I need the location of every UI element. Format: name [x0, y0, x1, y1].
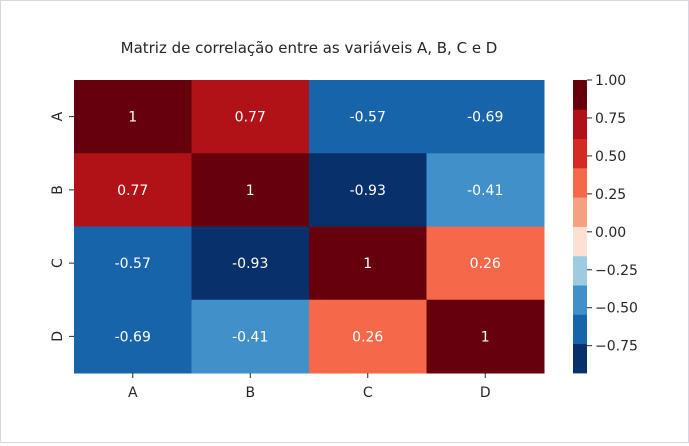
- cell-label: 1: [128, 110, 137, 126]
- x-tick-label: A: [128, 385, 138, 401]
- colorbar-segment: [573, 285, 587, 315]
- cell-label: -0.57: [350, 110, 386, 126]
- cell-label: -0.93: [232, 256, 268, 272]
- colorbar-segment: [573, 80, 587, 110]
- y-tick-label: A: [50, 111, 66, 121]
- y-axis-ticks: A B C D: [50, 111, 74, 342]
- colorbar-segment: [573, 138, 587, 169]
- colorbar-segment: [573, 226, 587, 257]
- heatmap-cell: [309, 299, 427, 374]
- colorbar-tick-label: −0.75: [595, 339, 638, 355]
- cell-label: -0.69: [115, 329, 151, 345]
- heatmap-cells: 1 0.77 -0.57 -0.69 0.77 1 -0.93 -0.41 -0.57 -0.93…: [74, 80, 545, 374]
- colorbar-tick-label: 0.75: [595, 111, 626, 127]
- heatmap-cell: [426, 80, 545, 154]
- cell-label: -0.41: [467, 183, 503, 199]
- heatmap-cell: [191, 153, 310, 227]
- cell-label: 1: [481, 329, 490, 345]
- colorbar-segment: [573, 167, 587, 198]
- x-tick-label: C: [363, 385, 373, 401]
- cell-label: -0.57: [115, 256, 151, 272]
- y-tick-label: C: [50, 258, 66, 268]
- cell-label: 1: [246, 183, 255, 199]
- heatmap-cell: [309, 226, 427, 301]
- cell-label: 0.26: [470, 256, 501, 272]
- heatmap-cell: [74, 80, 192, 154]
- colorbar-segment: [573, 197, 587, 227]
- x-axis-ticks: A B C D: [128, 373, 491, 401]
- x-tick-label: B: [245, 385, 255, 401]
- heatmap-cell: [191, 226, 310, 301]
- colorbar-tick-label: 0.25: [595, 187, 626, 203]
- cell-label: -0.69: [467, 110, 503, 126]
- heatmap-cell: [309, 153, 427, 227]
- heatmap-cell: [309, 80, 427, 154]
- colorbar-segment: [573, 109, 587, 139]
- cell-label: 1: [363, 256, 372, 272]
- heatmap-cell: [191, 299, 310, 374]
- colorbar-tick-label: 0.50: [595, 149, 626, 165]
- heatmap-cell: [74, 153, 192, 227]
- x-tick-label: D: [480, 385, 491, 401]
- heatmap-cell: [426, 226, 545, 301]
- colorbar: 1.00 0.75 0.50 0.25 0.00 −0.25 −0.50 −0.75: [573, 73, 638, 374]
- colorbar-segment: [573, 314, 587, 345]
- colorbar-tick-label: −0.50: [595, 301, 638, 317]
- y-tick-label: B: [50, 185, 66, 195]
- colorbar-tick-label: 0.00: [595, 225, 626, 241]
- colorbar-tick-label: 1.00: [595, 73, 626, 89]
- heatmap-cell: [191, 80, 310, 154]
- cell-label: -0.93: [350, 183, 386, 199]
- cell-label: 0.77: [117, 183, 148, 199]
- heatmap-cell: [74, 226, 192, 301]
- colorbar-segment: [573, 343, 587, 374]
- heatmap-cell: [426, 299, 545, 374]
- chart-title: Matriz de correlação entre as variáveis …: [121, 39, 498, 57]
- heatmap-cell: [426, 153, 545, 227]
- colorbar-segment: [573, 255, 587, 286]
- cell-label: 0.77: [235, 110, 266, 126]
- colorbar-tick-label: −0.25: [595, 263, 638, 279]
- cell-label: 0.26: [352, 329, 383, 345]
- cell-label: -0.41: [232, 329, 268, 345]
- heatmap-cell: [74, 299, 192, 374]
- y-tick-label: D: [50, 331, 66, 342]
